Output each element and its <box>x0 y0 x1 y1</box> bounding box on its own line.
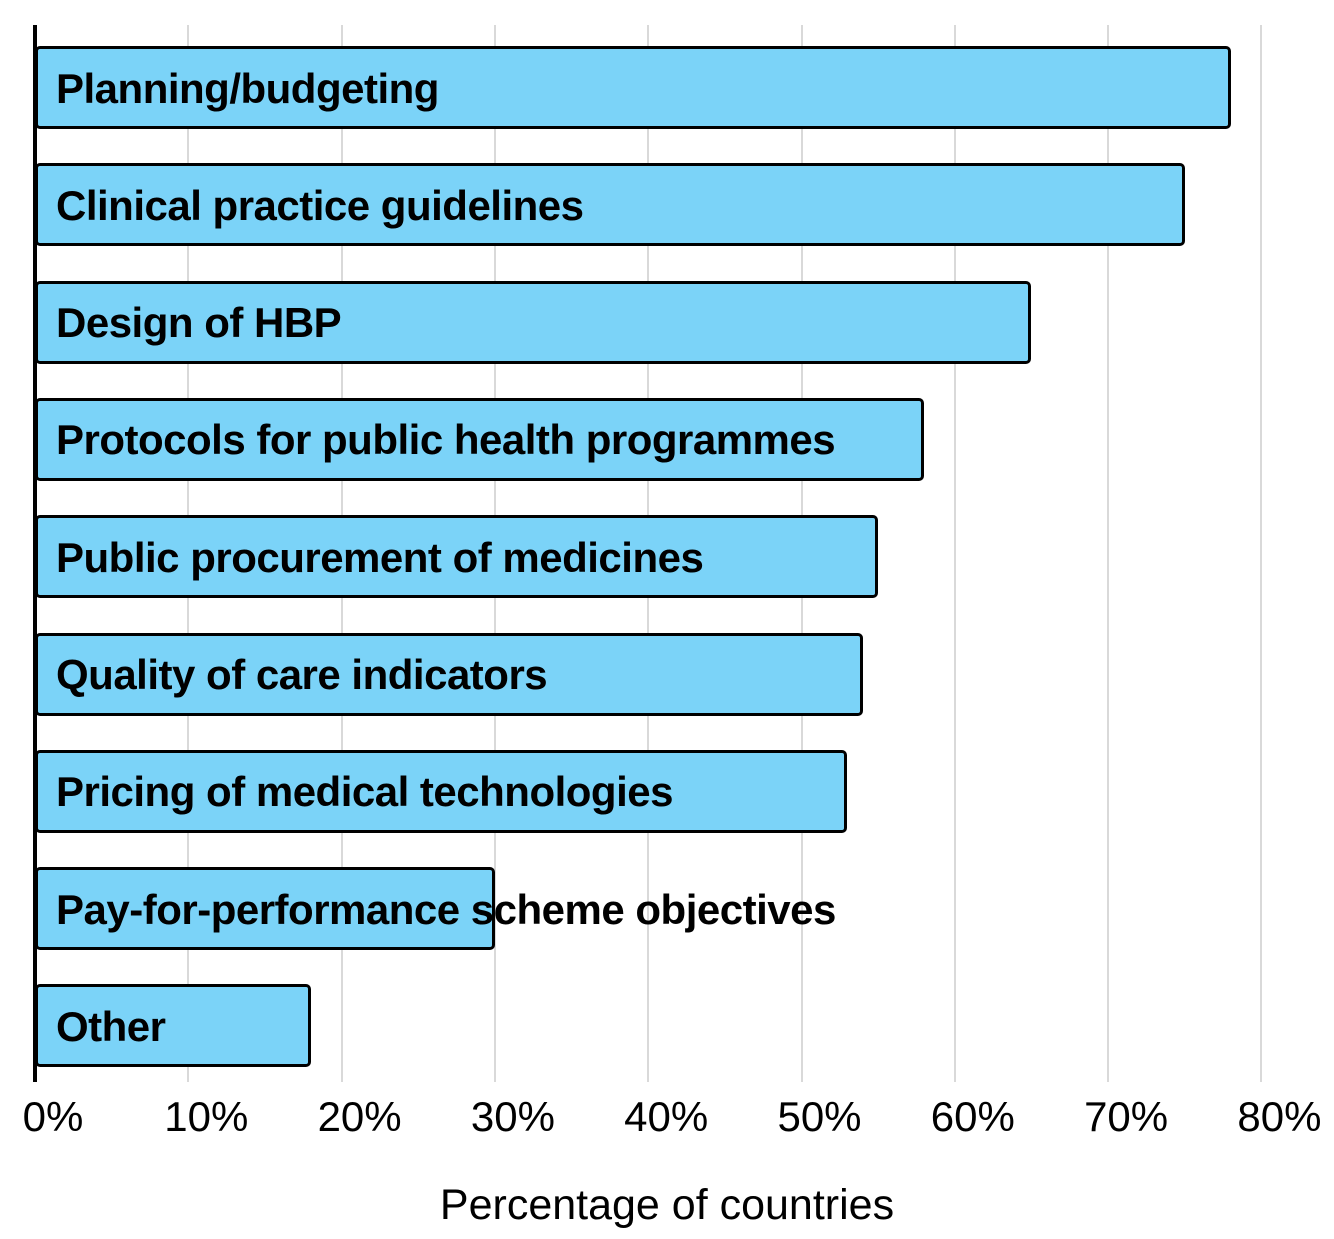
x-tick-label: 40% <box>624 1093 709 1140</box>
bar <box>35 632 863 716</box>
gridline-70pct <box>1107 25 1110 1082</box>
x-tick-label: 70% <box>1084 1093 1169 1140</box>
bar-label: Pay-for-performance scheme objectives <box>56 885 836 933</box>
plot-area: Planning/budgeting Clinical practice guid… <box>33 25 1263 1082</box>
x-tick-label: 30% <box>470 1093 555 1140</box>
bar-label: Public procurement of medicines <box>56 533 704 581</box>
bar-label: Quality of care indicators <box>56 651 548 698</box>
bar <box>35 515 879 599</box>
bar-label: Clinical practice guidelines <box>56 181 584 229</box>
x-axis-title: Percentage of countries <box>439 1181 895 1229</box>
x-tick-label: 10% <box>164 1093 249 1140</box>
x-tick-label: 80% <box>1237 1093 1322 1140</box>
x-tick-label: 60% <box>930 1093 1015 1140</box>
bar-label: Protocols for public health programmes <box>56 416 836 464</box>
bar <box>35 397 925 481</box>
bar-label: Planning/budgeting <box>56 64 439 112</box>
gridline-60pct <box>953 25 956 1082</box>
bar <box>35 867 495 951</box>
gridline-80pct <box>1260 25 1263 1082</box>
x-tick-label: 50% <box>777 1093 862 1140</box>
bar <box>35 163 1185 247</box>
bar <box>35 46 1231 129</box>
x-tick-label: 20% <box>317 1093 402 1140</box>
bar <box>35 984 311 1068</box>
bar-label: Design of HBP <box>56 299 342 347</box>
x-tick-label: 0% <box>22 1093 84 1140</box>
bar-label: Pricing of medical technologies <box>56 768 673 816</box>
bar-label: Other <box>56 1002 166 1050</box>
bar <box>35 749 848 833</box>
bar <box>35 280 1032 364</box>
